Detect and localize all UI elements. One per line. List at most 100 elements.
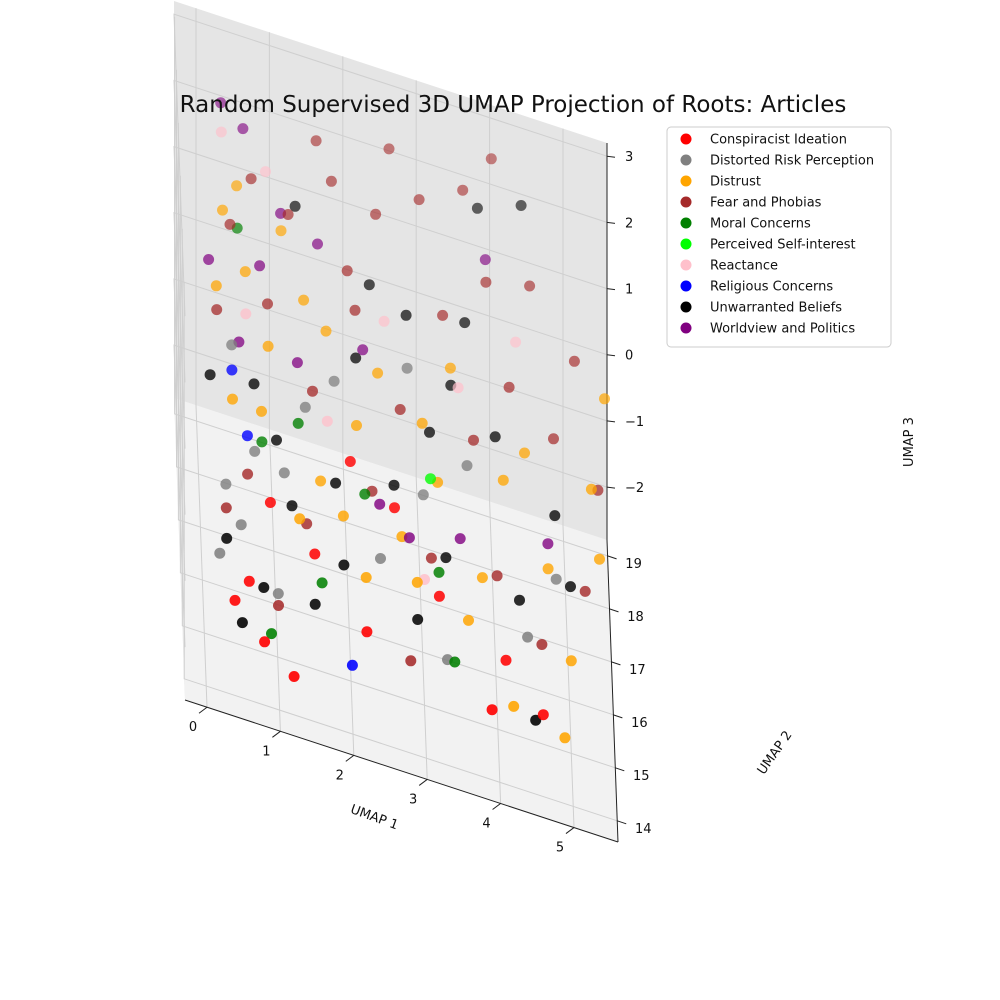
legend-marker	[680, 322, 692, 334]
point-fear-and-phobias	[579, 585, 591, 597]
point-conspiracist-ideation	[361, 626, 373, 638]
y-axis-line	[606, 539, 619, 843]
point-unwarranted-beliefs	[549, 510, 561, 522]
point-distorted-risk-perception	[214, 547, 226, 559]
point-fear-and-phobias	[245, 173, 257, 185]
point-distrust	[227, 393, 238, 405]
x-tick-mark	[565, 827, 575, 834]
point-unwarranted-beliefs	[530, 714, 542, 726]
point-worldview-and-politics	[542, 538, 554, 550]
point-reactance	[215, 126, 227, 138]
point-fear-and-phobias	[468, 434, 479, 446]
point-distrust	[542, 563, 554, 575]
data-points	[203, 97, 610, 744]
legend: Conspiracist Ideation Distorted Risk Perc…	[666, 126, 892, 348]
point-distrust	[416, 417, 428, 429]
point-distrust	[476, 572, 488, 584]
point-unwarranted-beliefs	[204, 369, 216, 381]
z-tick-label: 1	[625, 283, 633, 298]
point-fear-and-phobias	[242, 468, 254, 480]
point-unwarranted-beliefs	[286, 500, 298, 512]
point-unwarranted-beliefs	[471, 202, 483, 214]
point-moral-concerns	[316, 577, 328, 589]
point-unwarranted-beliefs	[258, 582, 270, 593]
point-distrust	[463, 614, 474, 626]
legend-box	[666, 126, 892, 348]
legend-marker	[680, 175, 692, 187]
point-distrust	[411, 576, 423, 588]
x-grid-line	[268, 32, 281, 732]
point-distrust	[559, 732, 571, 744]
y-tick-mark	[609, 608, 619, 613]
y-tick-label: 18	[627, 610, 644, 625]
x-tick-label: 5	[556, 841, 564, 856]
legend-label: Unwarranted Beliefs	[710, 301, 842, 316]
point-reactance	[260, 166, 271, 178]
point-unwarranted-beliefs	[338, 559, 350, 571]
z-tick-label: 3	[625, 150, 633, 165]
z-grid-line	[173, 344, 608, 648]
point-fear-and-phobias	[310, 135, 322, 147]
x-tick-label: 2	[336, 768, 344, 783]
point-fear-and-phobias	[211, 304, 223, 316]
point-distrust	[599, 393, 610, 405]
point-fear-and-phobias	[524, 280, 536, 292]
point-worldview-and-politics	[254, 260, 266, 272]
point-distorted-risk-perception	[401, 362, 413, 374]
point-distorted-risk-perception	[278, 467, 290, 479]
back-wall-pane	[174, 1, 607, 540]
point-fear-and-phobias	[480, 276, 492, 288]
y-tick-label: 17	[629, 663, 646, 678]
point-distrust	[256, 405, 267, 417]
point-unwarranted-beliefs	[489, 431, 501, 443]
point-worldview-and-politics	[312, 238, 323, 250]
point-distrust	[231, 180, 243, 192]
point-unwarranted-beliefs	[424, 426, 435, 438]
point-conspiracist-ideation	[243, 575, 255, 587]
point-religious-concerns	[346, 659, 358, 671]
z-axis-label: UMAP 3	[902, 417, 917, 467]
y-axis-label: UMAP 2	[755, 728, 796, 777]
x-grid-line	[415, 80, 428, 780]
point-perceived-self-interest	[425, 473, 436, 485]
y-tick-mark	[613, 714, 623, 719]
legend-marker	[680, 217, 692, 229]
point-conspiracist-ideation	[537, 709, 549, 721]
point-distrust	[508, 700, 520, 712]
point-distorted-risk-perception	[272, 588, 284, 600]
point-unwarranted-beliefs	[515, 200, 527, 211]
y-grid-line	[174, 16, 608, 557]
point-distorted-risk-perception	[417, 489, 429, 501]
floor-pane	[174, 398, 618, 842]
point-unwarranted-beliefs	[330, 477, 342, 489]
tick-labels: 0 1 2 3 4 5 14 15 16 17 18 19 −2 −1 0 1 2 3	[189, 150, 652, 855]
x-tick-label: 3	[409, 792, 417, 807]
legend-marker	[680, 238, 692, 250]
point-distrust	[351, 420, 362, 431]
point-reactance	[240, 308, 252, 320]
point-distrust	[320, 325, 332, 337]
y-grid-line	[179, 175, 614, 716]
z-grid-line	[173, 278, 608, 581]
point-fear-and-phobias	[425, 552, 437, 564]
point-fear-and-phobias	[370, 208, 382, 220]
axis-lines	[184, 143, 619, 843]
point-conspiracist-ideation	[309, 548, 321, 560]
point-reactance	[378, 315, 390, 327]
point-unwarranted-beliefs	[236, 617, 248, 629]
x-tick-label: 1	[262, 744, 270, 759]
y-tick-label: 15	[633, 769, 650, 784]
y-tick-mark	[611, 661, 621, 666]
point-reactance	[321, 415, 333, 427]
point-fear-and-phobias	[536, 639, 548, 650]
z-tick-mark	[606, 354, 616, 357]
point-fear-and-phobias	[457, 184, 469, 196]
x-grid-line	[195, 8, 208, 708]
legend-marker	[680, 133, 692, 145]
point-distorted-risk-perception	[220, 478, 232, 490]
point-distrust	[337, 510, 349, 522]
point-conspiracist-ideation	[288, 671, 300, 682]
point-worldview-and-politics	[403, 532, 415, 544]
point-distorted-risk-perception	[249, 445, 261, 457]
